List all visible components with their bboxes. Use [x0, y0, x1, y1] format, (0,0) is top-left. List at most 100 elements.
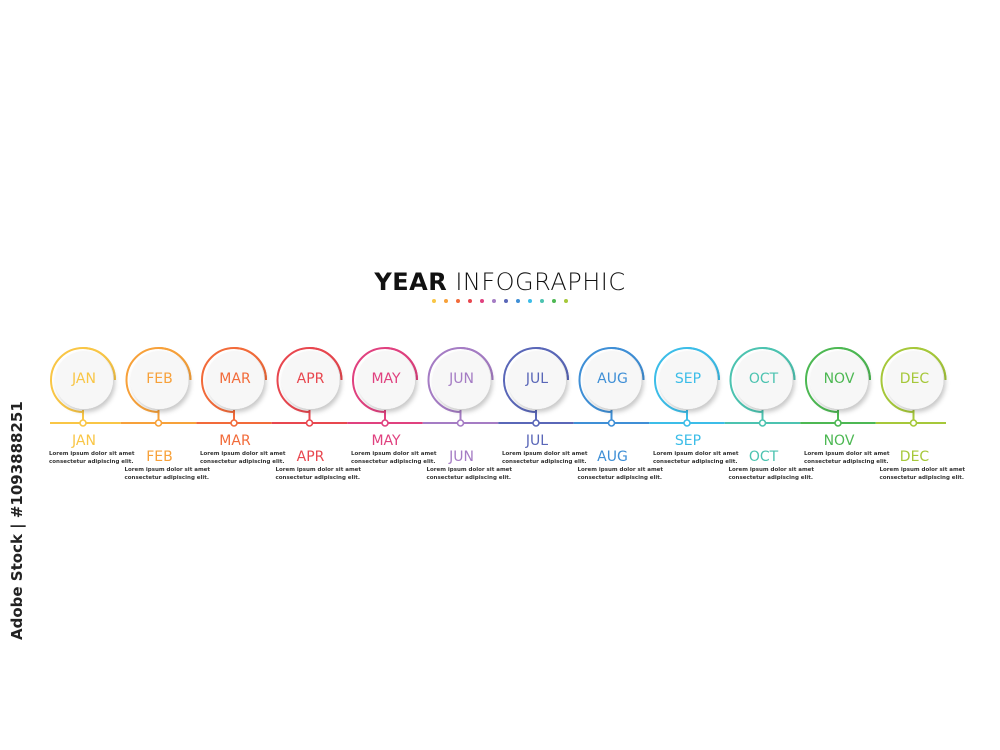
title-dot	[468, 299, 472, 303]
description-line: Lorem ipsum dolor sit amet	[653, 451, 739, 457]
title-dot	[492, 299, 496, 303]
month-description: Lorem ipsum dolor sit amet consectetur ad…	[502, 451, 588, 466]
description-line: Lorem ipsum dolor sit amet	[124, 467, 211, 473]
month-label: JUL	[525, 433, 549, 449]
title-dots	[0, 299, 1000, 303]
description-line: consectetur adipiscing elit.	[804, 458, 889, 465]
month-circle	[130, 351, 189, 409]
month-circle	[206, 351, 264, 409]
timeline-node	[230, 419, 238, 427]
ring-arc	[309, 347, 343, 381]
month-circle	[659, 351, 717, 409]
month-description: Lorem ipsum dolor sit amet consectetur ad…	[653, 451, 739, 466]
description-line: consectetur adipiscing elit.	[200, 458, 285, 465]
title-dot	[540, 299, 544, 303]
timeline-node	[607, 419, 616, 427]
month-description: Lorem ipsum dolor sit amet consectetur ad…	[49, 451, 135, 466]
description-line: consectetur adipiscing elit.	[879, 474, 965, 481]
month-circle	[281, 351, 340, 409]
month-description: Lorem ipsum dolor sit amet consectetur ad…	[275, 467, 362, 482]
description-line: consectetur adipiscing elit.	[577, 474, 663, 481]
ring-arc	[233, 347, 267, 381]
description-line: consectetur adipiscing elit.	[653, 458, 738, 465]
timeline-node	[79, 419, 87, 427]
ring-arc	[460, 347, 494, 381]
month-label: MAR	[219, 433, 251, 449]
month-circle	[810, 351, 868, 409]
title-dot	[480, 299, 484, 303]
circle-month-label: OCT	[748, 371, 779, 387]
month-entry: DEC Lorem ipsum dolor sit amet consectetur…	[879, 449, 966, 482]
title-dot	[444, 299, 448, 303]
month-description: Lorem ipsum dolor sit amet consectetur ad…	[351, 451, 437, 466]
circle-month-label: NOV	[823, 371, 855, 387]
month-label: JAN	[72, 433, 96, 449]
circle-month-label: JUL	[525, 371, 549, 387]
month-description: Lorem ipsum dolor sit amet consectetur ad…	[426, 467, 513, 482]
timeline-node	[456, 419, 465, 427]
timeline-node	[305, 419, 314, 427]
description-line: Lorem ipsum dolor sit amet	[577, 467, 664, 473]
title-light: INFOGRAPHIC	[455, 268, 626, 296]
month-entry: JUN Lorem ipsum dolor sit amet consectetur…	[426, 449, 513, 482]
month-description: Lorem ipsum dolor sit amet consectetur ad…	[124, 467, 211, 482]
description-line: Lorem ipsum dolor sit amet	[275, 467, 362, 473]
description-line: consectetur adipiscing elit.	[124, 474, 210, 481]
month-description: Lorem ipsum dolor sit amet consectetur ad…	[804, 451, 890, 466]
description-line: consectetur adipiscing elit.	[275, 474, 361, 481]
month-description: Lorem ipsum dolor sit amet consectetur ad…	[879, 467, 966, 482]
title-dot	[552, 299, 556, 303]
ring-arc	[158, 347, 192, 381]
circle-month-label: JUN	[449, 371, 474, 387]
month-label: NOV	[823, 433, 855, 449]
description-line: consectetur adipiscing elit.	[728, 474, 814, 481]
description-line: consectetur adipiscing elit.	[351, 458, 436, 465]
ring-arc	[913, 347, 947, 381]
title-dot	[456, 299, 460, 303]
description-line: Lorem ipsum dolor sit amet	[804, 451, 890, 457]
ring-arc	[762, 347, 796, 381]
description-line: Lorem ipsum dolor sit amet	[200, 451, 286, 457]
title-dot	[504, 299, 508, 303]
month-entry: OCT Lorem ipsum dolor sit amet consectetur…	[728, 449, 815, 482]
timeline-node	[532, 419, 540, 427]
month-entry: MAY Lorem ipsum dolor sit amet consectetur…	[351, 433, 437, 466]
month-circle	[583, 351, 642, 409]
month-circle	[357, 351, 415, 409]
circle-month-label: APR	[296, 371, 325, 387]
description-line: consectetur adipiscing elit.	[426, 474, 512, 481]
month-label: OCT	[748, 449, 779, 465]
month-entry: JAN Lorem ipsum dolor sit amet consectetur…	[49, 433, 135, 466]
month-entry: JUL Lorem ipsum dolor sit amet consectetur…	[502, 433, 588, 466]
title-dot	[564, 299, 568, 303]
circle-month-label: MAR	[219, 371, 251, 387]
month-label: AUG	[597, 449, 628, 465]
month-label: DEC	[899, 449, 930, 465]
month-description: Lorem ipsum dolor sit amet consectetur ad…	[577, 467, 664, 482]
description-line: Lorem ipsum dolor sit amet	[879, 467, 966, 473]
description-line: consectetur adipiscing elit.	[502, 458, 587, 465]
ring-arc	[611, 347, 645, 381]
month-label: APR	[296, 449, 325, 465]
circle-month-label: DEC	[899, 371, 930, 387]
title-dot	[528, 299, 532, 303]
circle-month-label: JAN	[72, 371, 96, 387]
month-circle	[432, 351, 491, 409]
month-circle	[734, 351, 793, 409]
month-description: Lorem ipsum dolor sit amet consectetur ad…	[728, 467, 815, 482]
month-label: FEB	[146, 449, 173, 465]
title-dot	[516, 299, 520, 303]
watermark-id: Adobe Stock | #1093888251	[8, 401, 26, 640]
title-dot	[432, 299, 436, 303]
month-label: MAY	[371, 433, 401, 449]
description-line: Lorem ipsum dolor sit amet	[49, 451, 135, 457]
timeline-node	[834, 419, 842, 427]
month-entry: NOV Lorem ipsum dolor sit amet consectetur…	[804, 433, 890, 466]
ring-arc	[82, 347, 116, 381]
circle-month-label: AUG	[597, 371, 628, 387]
month-entry: AUG Lorem ipsum dolor sit amet consectetur…	[577, 449, 664, 482]
description-line: Lorem ipsum dolor sit amet	[502, 451, 588, 457]
month-label: JUN	[449, 449, 474, 465]
ring-arc	[535, 347, 569, 381]
